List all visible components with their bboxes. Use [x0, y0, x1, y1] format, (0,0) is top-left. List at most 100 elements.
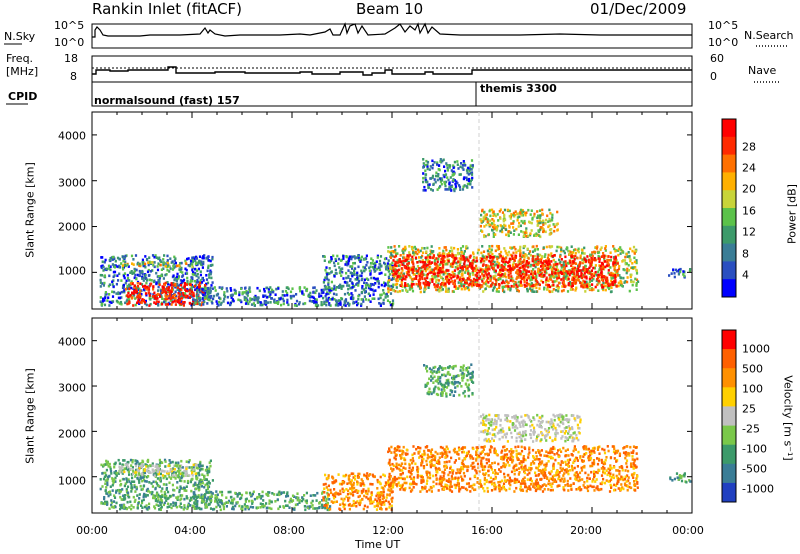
data-cell-1-0-184	[167, 496, 170, 500]
data-cell-0-5-347	[433, 260, 436, 264]
data-cell-0-6-388	[453, 269, 456, 272]
data-cell-0-4-98	[330, 289, 333, 292]
data-cell-0-5-544	[426, 246, 429, 250]
data-cell-0-6-490	[446, 276, 449, 279]
data-cell-0-6-120	[392, 259, 395, 262]
data-cell-0-4-143	[379, 293, 382, 297]
data-cell-1-0-385	[133, 500, 136, 503]
data-cell-0-5-624	[540, 279, 543, 283]
data-cell-0-0-418	[199, 273, 202, 277]
data-cell-0-4-378	[373, 270, 376, 273]
data-cell-0-0-376	[138, 269, 141, 273]
data-cell-1-0-568	[113, 471, 116, 475]
data-cell-1-0-577	[203, 474, 206, 478]
data-cell-0-4-283	[347, 287, 350, 291]
data-cell-0-5-818	[465, 245, 468, 248]
data-cell-0-7-41	[516, 216, 519, 219]
data-cell-0-5-382	[478, 287, 481, 290]
data-cell-0-0-276	[205, 288, 208, 292]
data-cell-0-7-170	[541, 227, 544, 230]
data-cell-0-5-1049	[531, 290, 534, 293]
data-cell-0-6-585	[492, 276, 495, 280]
data-cell-0-0-411	[140, 283, 144, 286]
data-cell-1-0-520	[104, 463, 107, 466]
data-cell-0-6-229	[603, 256, 606, 259]
data-cell-0-3-80	[325, 303, 328, 307]
data-cell-0-3-7	[212, 294, 216, 298]
data-cell-0-0-35	[99, 285, 102, 288]
data-cell-0-5-1173	[400, 280, 403, 284]
data-cell-1-1-98	[140, 465, 144, 469]
data-cell-0-6-233	[458, 278, 461, 282]
data-cell-0-0-357	[179, 291, 182, 294]
data-cell-0-6-239	[583, 268, 586, 272]
data-cell-0-4-314	[333, 285, 336, 289]
data-cell-0-4-360	[328, 289, 331, 292]
data-cell-0-6-302	[487, 272, 490, 275]
data-cell-0-4-267	[333, 275, 336, 278]
data-cell-0-1-161	[156, 292, 159, 296]
data-cell-0-0-9	[164, 300, 167, 303]
data-cell-0-5-107	[388, 250, 391, 254]
data-cell-0-1-106	[139, 294, 142, 298]
data-cell-1-0-469	[107, 475, 110, 479]
data-cell-1-0-295	[155, 473, 158, 477]
data-cell-0-6-292	[415, 277, 418, 280]
data-cell-0-9-21	[676, 269, 679, 273]
data-cell-1-0-589	[169, 461, 172, 464]
data-cell-0-0-579	[191, 256, 194, 260]
data-cell-0-4-232	[360, 290, 363, 294]
data-cell-1-0-82	[179, 494, 182, 497]
data-cell-0-5-601	[535, 286, 538, 290]
data-cell-0-4-278	[345, 260, 348, 264]
data-cell-0-6-737	[484, 268, 487, 271]
data-cell-0-5-102	[557, 286, 560, 289]
data-cell-0-8-104	[450, 189, 453, 192]
data-cell-0-5-1108	[414, 250, 417, 254]
data-cell-0-6-401	[413, 277, 416, 280]
data-cell-0-1-36	[162, 287, 165, 290]
data-cell-0-5-686	[501, 275, 505, 278]
data-cell-0-5-1025	[466, 265, 470, 269]
data-cell-0-6-594	[433, 283, 436, 286]
data-cell-0-6-169	[546, 283, 549, 287]
data-cell-0-0-480	[117, 292, 120, 296]
data-cell-0-6-552	[423, 277, 427, 280]
data-cell-0-5-1016	[451, 252, 454, 255]
data-cell-1-1-10	[196, 467, 199, 470]
data-cell-0-6-119	[410, 283, 413, 286]
data-cell-1-0-318	[149, 464, 152, 467]
data-cell-0-0-372	[125, 279, 128, 283]
data-cell-0-6-123	[442, 266, 445, 269]
data-cell-1-0-337	[176, 470, 179, 473]
data-cell-0-8-6	[456, 160, 459, 163]
data-cell-1-0-374	[121, 488, 124, 491]
data-cell-1-0-139	[168, 475, 171, 479]
data-cell-0-4-369	[324, 276, 327, 280]
data-cell-0-3-100	[196, 290, 199, 294]
data-cell-0-5-466	[534, 261, 537, 264]
data-cell-1-2-38	[237, 493, 240, 496]
data-cell-0-5-854	[504, 272, 507, 275]
data-cell-0-6-581	[557, 274, 560, 278]
data-cell-0-6-603	[453, 260, 456, 263]
data-cell-0-5-901	[430, 250, 434, 253]
data-cell-0-7-114	[508, 214, 511, 218]
data-cell-0-6-501	[518, 273, 521, 277]
data-cell-0-4-189	[353, 285, 356, 288]
data-cell-0-5-557	[566, 290, 570, 293]
data-cell-0-6-372	[398, 260, 401, 264]
data-cell-0-4-27	[360, 271, 364, 275]
data-cell-0-1-200	[184, 294, 187, 298]
data-cell-0-6-413	[567, 283, 570, 287]
data-cell-0-8-125	[446, 169, 449, 172]
data-cell-0-7-215	[539, 214, 542, 217]
nsky-panel-frame	[91, 23, 693, 49]
data-cell-1-1-78	[192, 468, 195, 471]
data-cell-1-0-90	[168, 464, 171, 468]
data-cell-0-5-738	[449, 275, 452, 278]
data-cell-0-5-97	[444, 290, 448, 293]
data-cell-0-4-31	[388, 277, 391, 280]
data-cell-1-0-138	[158, 458, 161, 462]
data-cell-0-6-122	[508, 260, 511, 263]
